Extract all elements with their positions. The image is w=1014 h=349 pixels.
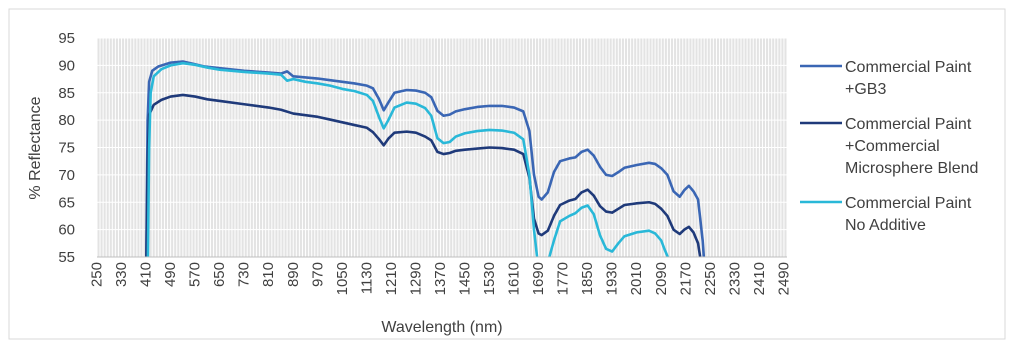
- x-tick-label: 1130: [358, 262, 375, 294]
- y-tick-label: 80: [58, 112, 75, 129]
- legend-label-3: Commercial Paint: [845, 195, 972, 212]
- x-tick-label: 490: [162, 262, 179, 287]
- x-tick-label: 650: [211, 262, 228, 287]
- x-tick-label: 1610: [506, 262, 523, 295]
- x-tick-label: 970: [309, 262, 326, 287]
- x-tick-label: 1450: [457, 262, 474, 295]
- x-tick-label: 410: [138, 262, 155, 287]
- x-axis-title: Wavelength (nm): [381, 319, 502, 336]
- x-tick-label: 1290: [407, 262, 424, 295]
- x-tick-label: 1050: [334, 262, 351, 295]
- y-tick-label: 90: [58, 57, 75, 74]
- x-tick-label: 330: [113, 262, 130, 287]
- y-tick-label: 65: [58, 194, 75, 211]
- legend-label-2: +Commercial: [845, 138, 940, 155]
- x-tick-label: 1370: [432, 262, 449, 295]
- legend-label-2: Commercial Paint: [845, 116, 972, 133]
- y-tick-label: 95: [58, 30, 75, 47]
- x-tick-label: 730: [236, 262, 253, 287]
- y-tick-label: 55: [58, 249, 75, 266]
- x-tick-label: 1530: [481, 262, 498, 295]
- x-tick-label: 2410: [751, 262, 768, 295]
- y-tick-label: 60: [58, 222, 75, 239]
- x-tick-label: 1850: [579, 262, 596, 295]
- x-tick-label: 810: [260, 262, 277, 287]
- x-tick-label: 2330: [726, 262, 743, 295]
- y-tick-label: 75: [58, 140, 75, 157]
- legend: Commercial Paint +GB3 Commercial Paint +Com…: [800, 59, 978, 234]
- x-tick-label: 1930: [604, 262, 621, 295]
- series-line-2: [145, 93, 702, 257]
- x-tick-label: 2490: [775, 262, 792, 295]
- series-line-3: [146, 61, 670, 257]
- x-tick-label: 1210: [383, 262, 400, 295]
- y-axis-title: % Reflectance: [27, 96, 44, 199]
- x-tick-label: 2170: [677, 262, 694, 295]
- y-tick-label: 85: [58, 85, 75, 102]
- x-tick-label: 890: [285, 262, 302, 287]
- x-tick-label: 1770: [555, 262, 572, 295]
- legend-label-3: No Additive: [845, 217, 926, 234]
- x-tick-label: 570: [187, 262, 204, 287]
- x-tick-label: 1690: [530, 262, 547, 295]
- legend-label-1: Commercial Paint: [845, 59, 972, 76]
- x-tick-label: 2250: [702, 262, 719, 295]
- legend-label-1: +GB3: [845, 81, 886, 98]
- x-tick-label: 2010: [628, 262, 645, 295]
- legend-label-2: Microsphere Blend: [845, 160, 978, 177]
- x-tick-label: 2090: [653, 262, 670, 295]
- x-tick-label: 250: [89, 262, 106, 287]
- y-tick-label: 70: [58, 167, 75, 184]
